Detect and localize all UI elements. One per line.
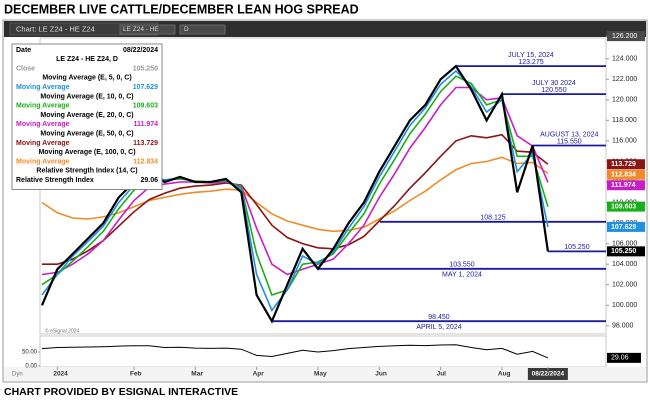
annotation-value: 123.275 — [518, 59, 543, 66]
indicator-tick-label: 0.00 — [25, 364, 37, 370]
x-tick-label: 2024 — [53, 371, 68, 378]
y-tick-label: 102.000 — [612, 282, 637, 289]
annotation-value: 108.125 — [480, 215, 505, 222]
y-tick-label: 100.000 — [612, 302, 637, 309]
annotation-date: AUGUST 13, 2024 — [540, 131, 598, 138]
x-tick-label: May — [314, 371, 327, 378]
annotation-value: 98.450 — [428, 314, 450, 321]
legend-series-label: Moving Average — [16, 121, 70, 128]
last-value-label: 105.250 — [611, 248, 636, 255]
legend-close-value: 105.250 — [133, 65, 158, 72]
y-tick-label: 106.000 — [612, 240, 637, 247]
x-tick-label: Jun — [375, 371, 387, 378]
annotation-date: APRIL 5, 2024 — [416, 324, 461, 331]
x-tick-label: 08/22/2024 — [532, 371, 565, 378]
y-tick-label: 122.000 — [612, 76, 637, 83]
last-value-label: 113.729 — [611, 161, 636, 168]
annotation-date: MAY 1, 2024 — [442, 272, 482, 279]
x-axis-band — [4, 367, 646, 381]
legend-box — [11, 43, 163, 190]
last-value-label: 109.603 — [611, 203, 636, 210]
last-value-box — [607, 180, 645, 191]
legend-series-label: Moving Average — [16, 84, 70, 91]
moving-average-line — [42, 133, 549, 265]
annotation-date: JULY 30 2024 — [532, 80, 576, 87]
last-value-box — [607, 201, 645, 212]
last-value-box — [607, 159, 645, 170]
last-value-box — [607, 221, 645, 232]
indicator-tick-label: 50.00 — [22, 350, 38, 356]
indicator-value-box — [607, 352, 641, 363]
legend-series-name: Moving Average (E, 20, 0, C) — [40, 112, 133, 119]
annotation-value: 120.550 — [541, 87, 566, 94]
chart-title: DECEMBER LIVE CATTLE/DECEMBER LEAN HOG S… — [4, 2, 359, 16]
x-tick-label: Jul — [437, 371, 447, 378]
symbol-input[interactable] — [119, 24, 176, 35]
legend-series-label: Moving Average — [16, 158, 70, 165]
chart-tab-label: Chart: LE Z24 - HE Z24 — [16, 24, 95, 33]
interval-label: D — [184, 26, 189, 33]
last-value-label: 112.834 — [611, 172, 636, 179]
legend-date-label: Date — [16, 47, 31, 54]
copyright: © eSignal 2024 — [45, 327, 79, 334]
legend-series-value: 109.603 — [133, 103, 158, 110]
legend-indicator-value: 29.06 — [140, 177, 158, 184]
legend-symbol: LE Z24 - HE Z24, D — [56, 56, 118, 63]
indicator-line — [41, 344, 549, 359]
top-tick-box — [607, 31, 645, 42]
last-value-label: 111.974 — [611, 182, 636, 189]
x-date-box — [527, 368, 568, 380]
indicator-value: 29.06 — [611, 355, 629, 362]
x-tick-label: Feb — [130, 371, 142, 378]
y-tick-label: 124.000 — [612, 56, 637, 63]
interval-dropdown[interactable] — [179, 24, 226, 35]
last-value-box — [607, 169, 645, 180]
footer: CHART PROVIDED BY ESIGNAL INTERACTIVE — [4, 386, 238, 398]
y-tick-label: 104.000 — [612, 261, 637, 268]
y-tick-label: 116.000 — [612, 138, 637, 145]
symbol-input-label: LE Z24 - HE — [123, 26, 159, 33]
x-tick-label: Aug — [498, 371, 511, 378]
x-tick-label: Apr — [253, 371, 265, 378]
legend-series-label: Moving Average — [16, 140, 70, 147]
annotation-date: JULY 15, 2024 — [508, 52, 554, 59]
x-tick-label: Mar — [191, 371, 203, 378]
last-value-label: 107.629 — [611, 224, 636, 231]
legend-indicator-label: Relative Strength Index — [16, 177, 94, 184]
legend-close-label: Close — [16, 65, 35, 72]
legend-series-value: 113.729 — [133, 140, 158, 147]
legend-series-label: Moving Average — [16, 103, 70, 110]
legend-series-name: Moving Average (E, 10, 0, C) — [40, 93, 133, 100]
legend-series-name: Moving Average (E, 50, 0, C) — [40, 131, 133, 138]
legend-series-value: 107.629 — [133, 84, 158, 91]
last-value-box — [607, 246, 645, 257]
legend-series-value: 111.974 — [133, 121, 158, 128]
legend-indicator-name: Relative Strength Index (14, C) — [36, 168, 137, 175]
annotation-value: 105.250 — [564, 244, 589, 251]
dyn-label: Dyn — [12, 372, 23, 378]
legend-series-name: Moving Average (E, 5, 0, C) — [42, 75, 131, 82]
y-tick-label: 98.000 — [612, 323, 634, 330]
legend-date-value: 08/22/2024 — [123, 47, 158, 54]
annotation-value: 103.550 — [449, 262, 474, 269]
y-tick-label: 120.000 — [612, 97, 637, 104]
legend-series-value: 112.834 — [133, 158, 158, 165]
y-tick-label: 118.000 — [612, 117, 637, 124]
y-tick-label: 126.200 — [612, 33, 637, 40]
legend-series-name: Moving Average (E, 100, 0, C) — [38, 149, 135, 156]
annotation-value: 115.550 — [557, 138, 582, 145]
